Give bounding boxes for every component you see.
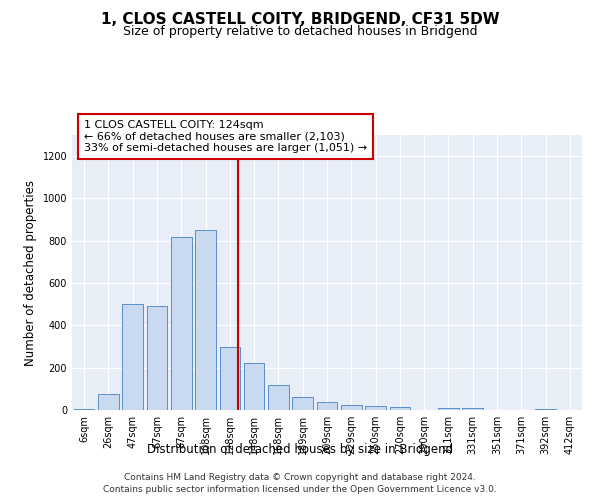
Bar (268, 384, 289, 410)
Bar (122, 304, 143, 410)
Text: 1, CLOS CASTELL COITY, BRIDGEND, CF31 5DW: 1, CLOS CASTELL COITY, BRIDGEND, CF31 5D… (101, 12, 499, 28)
Text: 1 CLOS CASTELL COITY: 124sqm
← 66% of detached houses are smaller (2,103)
33% of: 1 CLOS CASTELL COITY: 124sqm ← 66% of de… (84, 120, 367, 153)
Bar (74, 409, 94, 410)
Bar (244, 364, 265, 410)
Text: Contains HM Land Registry data © Crown copyright and database right 2024.: Contains HM Land Registry data © Crown c… (124, 472, 476, 482)
Bar (98, 394, 119, 410)
Text: Contains public sector information licensed under the Open Government Licence v3: Contains public sector information licen… (103, 485, 497, 494)
Text: Size of property relative to detached houses in Bridgend: Size of property relative to detached ho… (123, 25, 477, 38)
Bar (317, 402, 337, 410)
Bar (195, 230, 216, 410)
Bar (535, 409, 556, 410)
Bar (292, 398, 313, 410)
Bar (389, 407, 410, 410)
Bar (146, 306, 167, 410)
Bar (463, 408, 483, 410)
Bar (171, 236, 191, 410)
Bar (365, 406, 386, 410)
Y-axis label: Number of detached properties: Number of detached properties (24, 180, 37, 366)
Bar (438, 408, 459, 410)
Text: Distribution of detached houses by size in Bridgend: Distribution of detached houses by size … (147, 442, 453, 456)
Bar (220, 346, 240, 410)
Bar (341, 404, 362, 410)
